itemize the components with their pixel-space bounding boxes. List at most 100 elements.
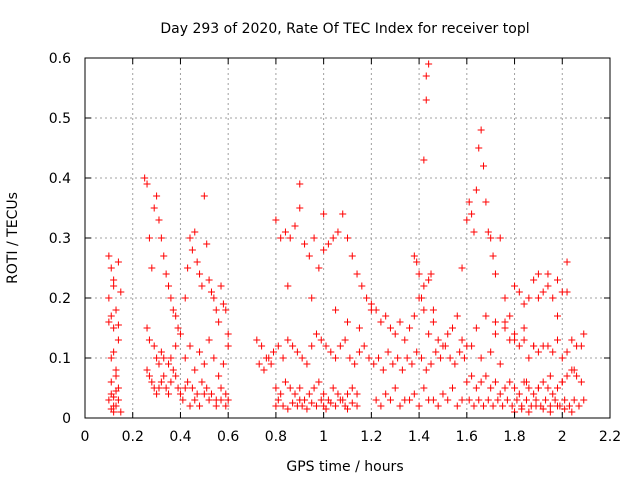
data-point — [496, 390, 504, 398]
data-point — [196, 402, 204, 410]
data-point — [107, 354, 115, 362]
data-point — [344, 390, 351, 398]
data-point — [496, 360, 504, 368]
data-point — [148, 264, 156, 272]
x-tick-label: 0.8 — [265, 429, 287, 445]
data-point — [487, 234, 495, 242]
data-point — [193, 390, 201, 398]
data-point — [172, 372, 180, 380]
data-point — [425, 396, 433, 404]
data-point — [148, 378, 156, 386]
data-point — [305, 390, 313, 398]
data-point — [491, 378, 499, 386]
data-point — [224, 342, 232, 350]
data-point — [501, 384, 509, 392]
data-point — [549, 294, 557, 302]
data-point — [112, 402, 120, 410]
data-point — [398, 366, 406, 374]
data-point — [334, 228, 342, 236]
data-point — [174, 324, 182, 332]
data-point — [305, 252, 313, 260]
data-point — [145, 336, 153, 344]
data-point — [315, 264, 323, 272]
data-point — [105, 294, 113, 302]
y-tick-label: 0.6 — [49, 51, 71, 67]
data-point — [200, 360, 208, 368]
data-point — [160, 354, 168, 362]
data-point — [160, 252, 168, 260]
data-point — [145, 372, 153, 380]
data-point — [546, 372, 554, 380]
data-point — [472, 324, 480, 332]
data-point — [568, 408, 576, 416]
data-point — [499, 402, 507, 410]
data-point — [434, 402, 442, 410]
data-point — [162, 270, 170, 278]
data-point — [157, 348, 165, 356]
data-point — [303, 360, 311, 368]
data-point — [289, 342, 297, 350]
data-point — [561, 396, 569, 404]
data-point — [429, 318, 437, 326]
data-point — [439, 390, 447, 398]
data-point — [165, 282, 173, 290]
data-point — [446, 354, 454, 362]
data-point — [396, 402, 404, 410]
data-point — [117, 288, 125, 296]
data-point — [332, 354, 340, 362]
x-tick-label: 1.2 — [360, 429, 382, 445]
data-point — [432, 348, 440, 356]
data-point — [532, 402, 540, 410]
data-point — [186, 402, 194, 410]
data-point — [320, 246, 328, 254]
data-point — [525, 384, 533, 392]
data-point — [563, 288, 571, 296]
data-point — [389, 360, 397, 368]
data-point — [429, 306, 437, 314]
data-point — [286, 384, 294, 392]
data-point — [270, 348, 278, 356]
data-point — [415, 402, 423, 410]
y-tick-label: 0.1 — [49, 351, 71, 367]
data-point — [391, 384, 399, 392]
y-tick-label: 0.2 — [49, 291, 71, 307]
data-point — [215, 372, 223, 380]
data-point — [437, 354, 445, 362]
data-point — [181, 384, 189, 392]
data-point — [117, 408, 125, 416]
data-point — [406, 324, 414, 332]
data-point — [150, 342, 158, 350]
data-point — [463, 216, 471, 224]
data-point — [558, 378, 566, 386]
data-point — [296, 396, 304, 404]
data-point — [193, 258, 201, 266]
data-point — [289, 399, 297, 407]
data-point — [258, 342, 266, 350]
data-point — [487, 384, 495, 392]
data-point — [327, 348, 335, 356]
data-point — [332, 306, 340, 314]
data-point — [525, 294, 533, 302]
data-point — [324, 240, 332, 248]
data-point — [260, 366, 268, 374]
data-point — [508, 402, 516, 410]
data-point — [224, 330, 232, 338]
data-point — [186, 342, 194, 350]
data-point — [205, 396, 213, 404]
data-point — [184, 378, 192, 386]
data-point — [470, 402, 478, 410]
data-point — [570, 396, 578, 404]
y-tick-label: 0.5 — [49, 111, 71, 127]
data-point — [360, 342, 368, 350]
data-point — [107, 312, 115, 320]
data-point — [477, 378, 485, 386]
x-tick-label: 1.6 — [456, 429, 478, 445]
data-point — [534, 348, 542, 356]
x-tick-label: 1.4 — [408, 429, 430, 445]
data-point — [525, 408, 533, 416]
data-point — [506, 378, 514, 386]
data-point — [110, 276, 118, 284]
data-point — [449, 324, 456, 332]
data-point — [511, 336, 519, 344]
